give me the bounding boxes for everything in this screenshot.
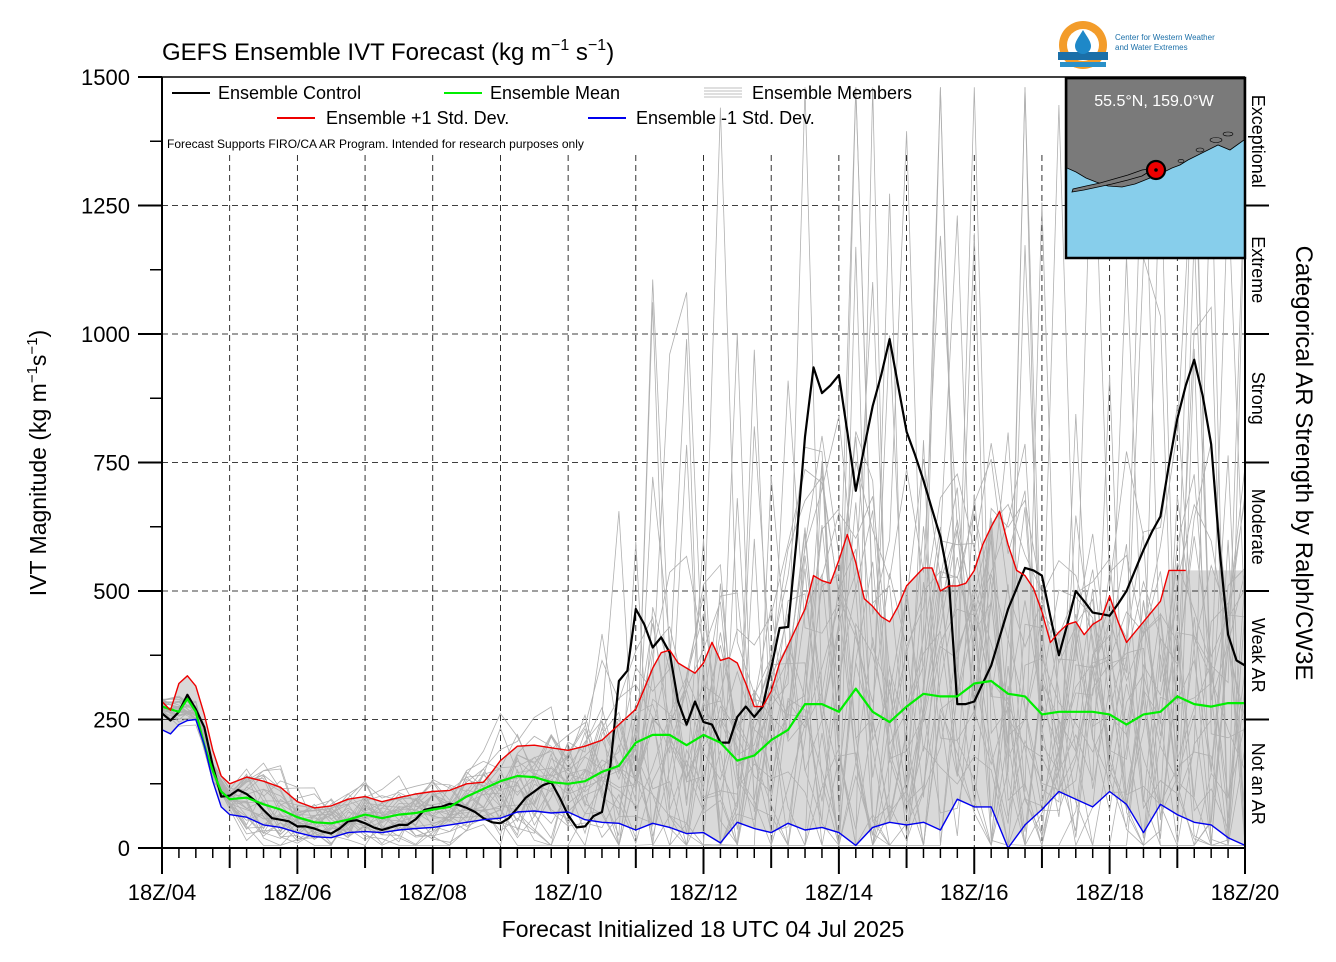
legend-label-mean: Ensemble Mean xyxy=(490,83,620,103)
x-tick-label: 18Z/10 xyxy=(534,880,603,905)
x-tick-label: 18Z/08 xyxy=(399,880,468,905)
ensemble-member-line xyxy=(161,215,1246,846)
ensemble-member-line xyxy=(161,107,1246,846)
x-tick-label: 18Z/12 xyxy=(669,880,738,905)
axes: 0 250 500 750 1000 1250 1500 18Z/04 18Z/06 18Z/08… xyxy=(81,65,1279,905)
legend-label-plus-std: Ensemble +1 Std. Dev. xyxy=(326,108,509,128)
y-tick-label: 1000 xyxy=(81,322,130,347)
x-tick-label: 18Z/04 xyxy=(128,880,197,905)
category-label: Not an AR xyxy=(1248,743,1268,825)
ensemble-member-line xyxy=(161,87,1246,847)
category-label: Moderate xyxy=(1248,489,1268,565)
logo-water-band-2 xyxy=(1060,62,1106,67)
y-tick-label: 750 xyxy=(93,451,130,476)
logo-text-line1: Center for Western Weather xyxy=(1115,33,1215,42)
x-tick-label: 18Z/06 xyxy=(263,880,332,905)
category-label: Exceptional xyxy=(1248,95,1268,188)
ensemble-member-line xyxy=(161,349,1246,847)
droplet-icon xyxy=(1075,30,1091,54)
x-tick-label: 18Z/18 xyxy=(1075,880,1144,905)
x-tick-label: 18Z/14 xyxy=(805,880,874,905)
y-tick-label: 0 xyxy=(118,836,130,861)
inset-location-label: 55.5°N, 159.0°W xyxy=(1094,93,1214,110)
category-label: Extreme xyxy=(1248,236,1268,303)
x-axis-label: Forecast Initialized 18 UTC 04 Jul 2025 xyxy=(502,916,905,942)
inset-map: 55.5°N, 159.0°W xyxy=(1064,76,1247,260)
x-tick-label: 18Z/16 xyxy=(940,880,1009,905)
category-label: Weak AR xyxy=(1248,618,1268,693)
legend-label-control: Ensemble Control xyxy=(218,83,361,103)
ensemble-1-std-dev-line xyxy=(161,510,1186,809)
chart-title: GEFS Ensemble IVT Forecast (kg m−1 s−1) xyxy=(162,37,614,66)
logo-water-band xyxy=(1058,52,1108,60)
x-tick-label: 18Z/20 xyxy=(1211,880,1280,905)
inset-islands xyxy=(1177,131,1234,163)
series-lines xyxy=(161,338,1246,849)
ensemble-member-line xyxy=(161,126,1246,847)
y-tick-label: 1250 xyxy=(81,194,130,219)
logo-text-line2: and Water Extremes xyxy=(1115,43,1188,52)
y-tick-label: 500 xyxy=(93,579,130,604)
y-tick-label: 1500 xyxy=(81,65,130,90)
ensemble-1-std-dev-line xyxy=(161,718,1246,849)
legend-swatch-members xyxy=(704,87,742,98)
cw3e-logo: Center for Western Weather and Water Ext… xyxy=(1058,21,1215,69)
ensemble-member-line xyxy=(161,517,1245,846)
disclaimer-text: Forecast Supports FIRO/CA AR Program. In… xyxy=(167,137,584,151)
ensemble-mean-line xyxy=(161,679,1245,825)
legend-label-minus-std: Ensemble -1 Std. Dev. xyxy=(636,108,815,128)
y-tick-label: 250 xyxy=(93,708,130,733)
ensemble-control-line xyxy=(161,338,1246,835)
legend-label-members: Ensemble Members xyxy=(752,83,912,103)
right-axis-label: Categorical AR Strength by Ralph/CW3E xyxy=(1290,246,1317,681)
ensemble-member-line xyxy=(161,87,1246,846)
ensemble-member-line xyxy=(161,87,1246,847)
inset-peninsula xyxy=(1071,167,1156,193)
plot-area xyxy=(161,87,1246,849)
inset-location-dot xyxy=(1154,168,1158,172)
y-axis-label: IVT Magnitude (kg m−1s−1) xyxy=(24,330,51,596)
grid-lines xyxy=(162,155,1245,848)
legend: Ensemble Control Ensemble Mean Ensemble … xyxy=(167,83,912,151)
category-label: Strong xyxy=(1248,372,1268,425)
